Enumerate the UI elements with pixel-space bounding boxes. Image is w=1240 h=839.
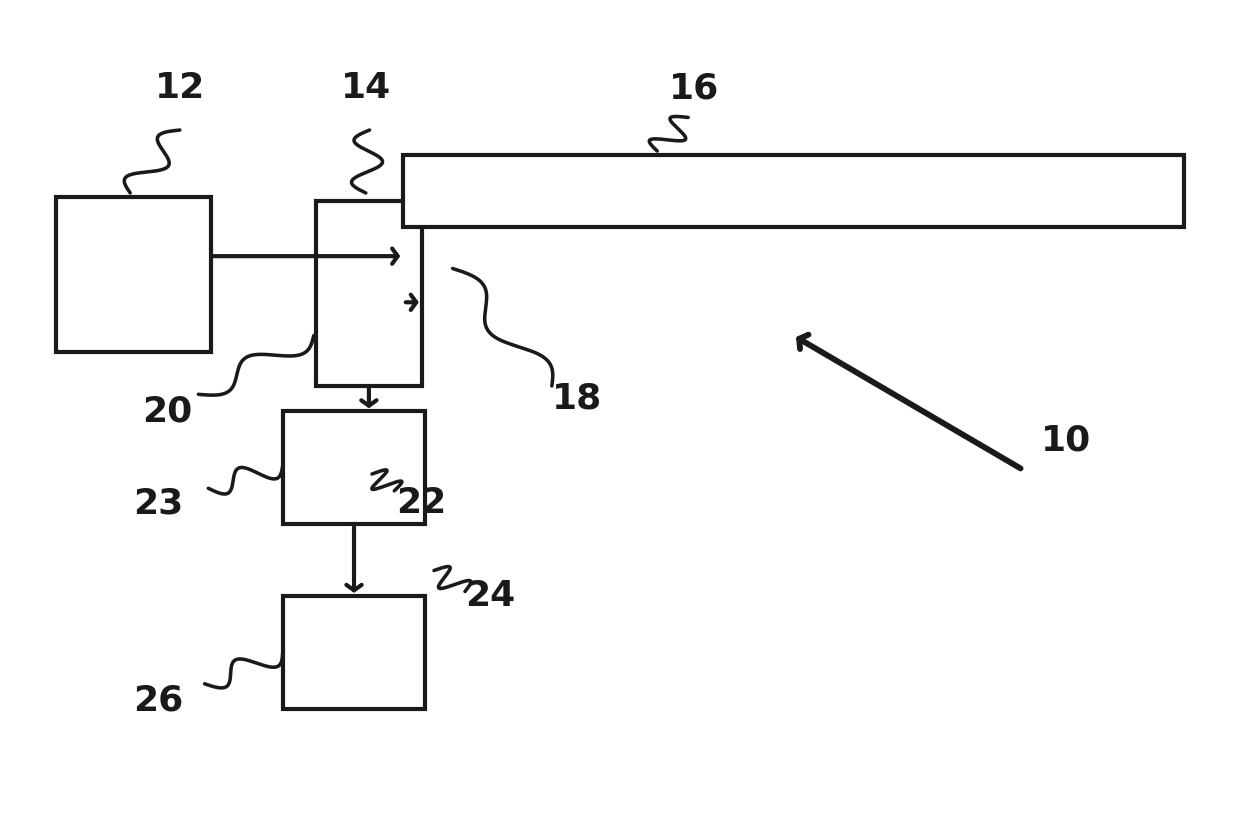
Bar: [283, 411, 425, 524]
Text: 26: 26: [134, 684, 184, 717]
Text: 14: 14: [341, 71, 391, 105]
Text: 22: 22: [397, 487, 446, 520]
Text: 20: 20: [143, 394, 192, 428]
Text: 10: 10: [1042, 424, 1091, 457]
Text: 16: 16: [670, 71, 719, 105]
Text: 23: 23: [134, 487, 184, 520]
Bar: [283, 596, 425, 709]
Text: 12: 12: [155, 71, 205, 105]
Bar: [316, 201, 422, 386]
Text: 18: 18: [552, 382, 601, 415]
Bar: [56, 197, 211, 352]
Text: 24: 24: [465, 579, 515, 612]
Bar: [403, 155, 1184, 227]
